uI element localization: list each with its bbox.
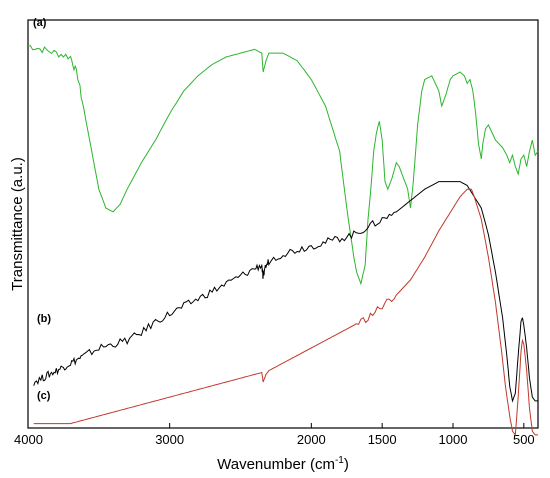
x-tick-label-1000: 1000	[439, 432, 468, 447]
series-label-b: (b)	[37, 313, 51, 325]
y-axis-label: Transmittance (a.u.)	[9, 157, 26, 291]
series-group	[27, 45, 539, 437]
series-label-c: (c)	[37, 390, 51, 402]
plot-frame	[27, 19, 539, 429]
series-label-a: (a)	[33, 17, 47, 29]
x-tick-label-2000: 2000	[297, 432, 326, 447]
x-tick-label-1500: 1500	[368, 432, 397, 447]
x-axis-ticks: 4000 3000 2000 1500 1000 500	[14, 423, 535, 447]
x-tick-label-500: 500	[513, 432, 535, 447]
series-line-b	[33, 181, 538, 403]
series-line-a	[27, 45, 539, 286]
x-axis-label: Wavenumber (cm-1)	[217, 455, 349, 473]
series-line-c	[33, 188, 538, 437]
x-tick-label-3000: 3000	[155, 432, 184, 447]
x-tick-label-4000: 4000	[14, 432, 43, 447]
